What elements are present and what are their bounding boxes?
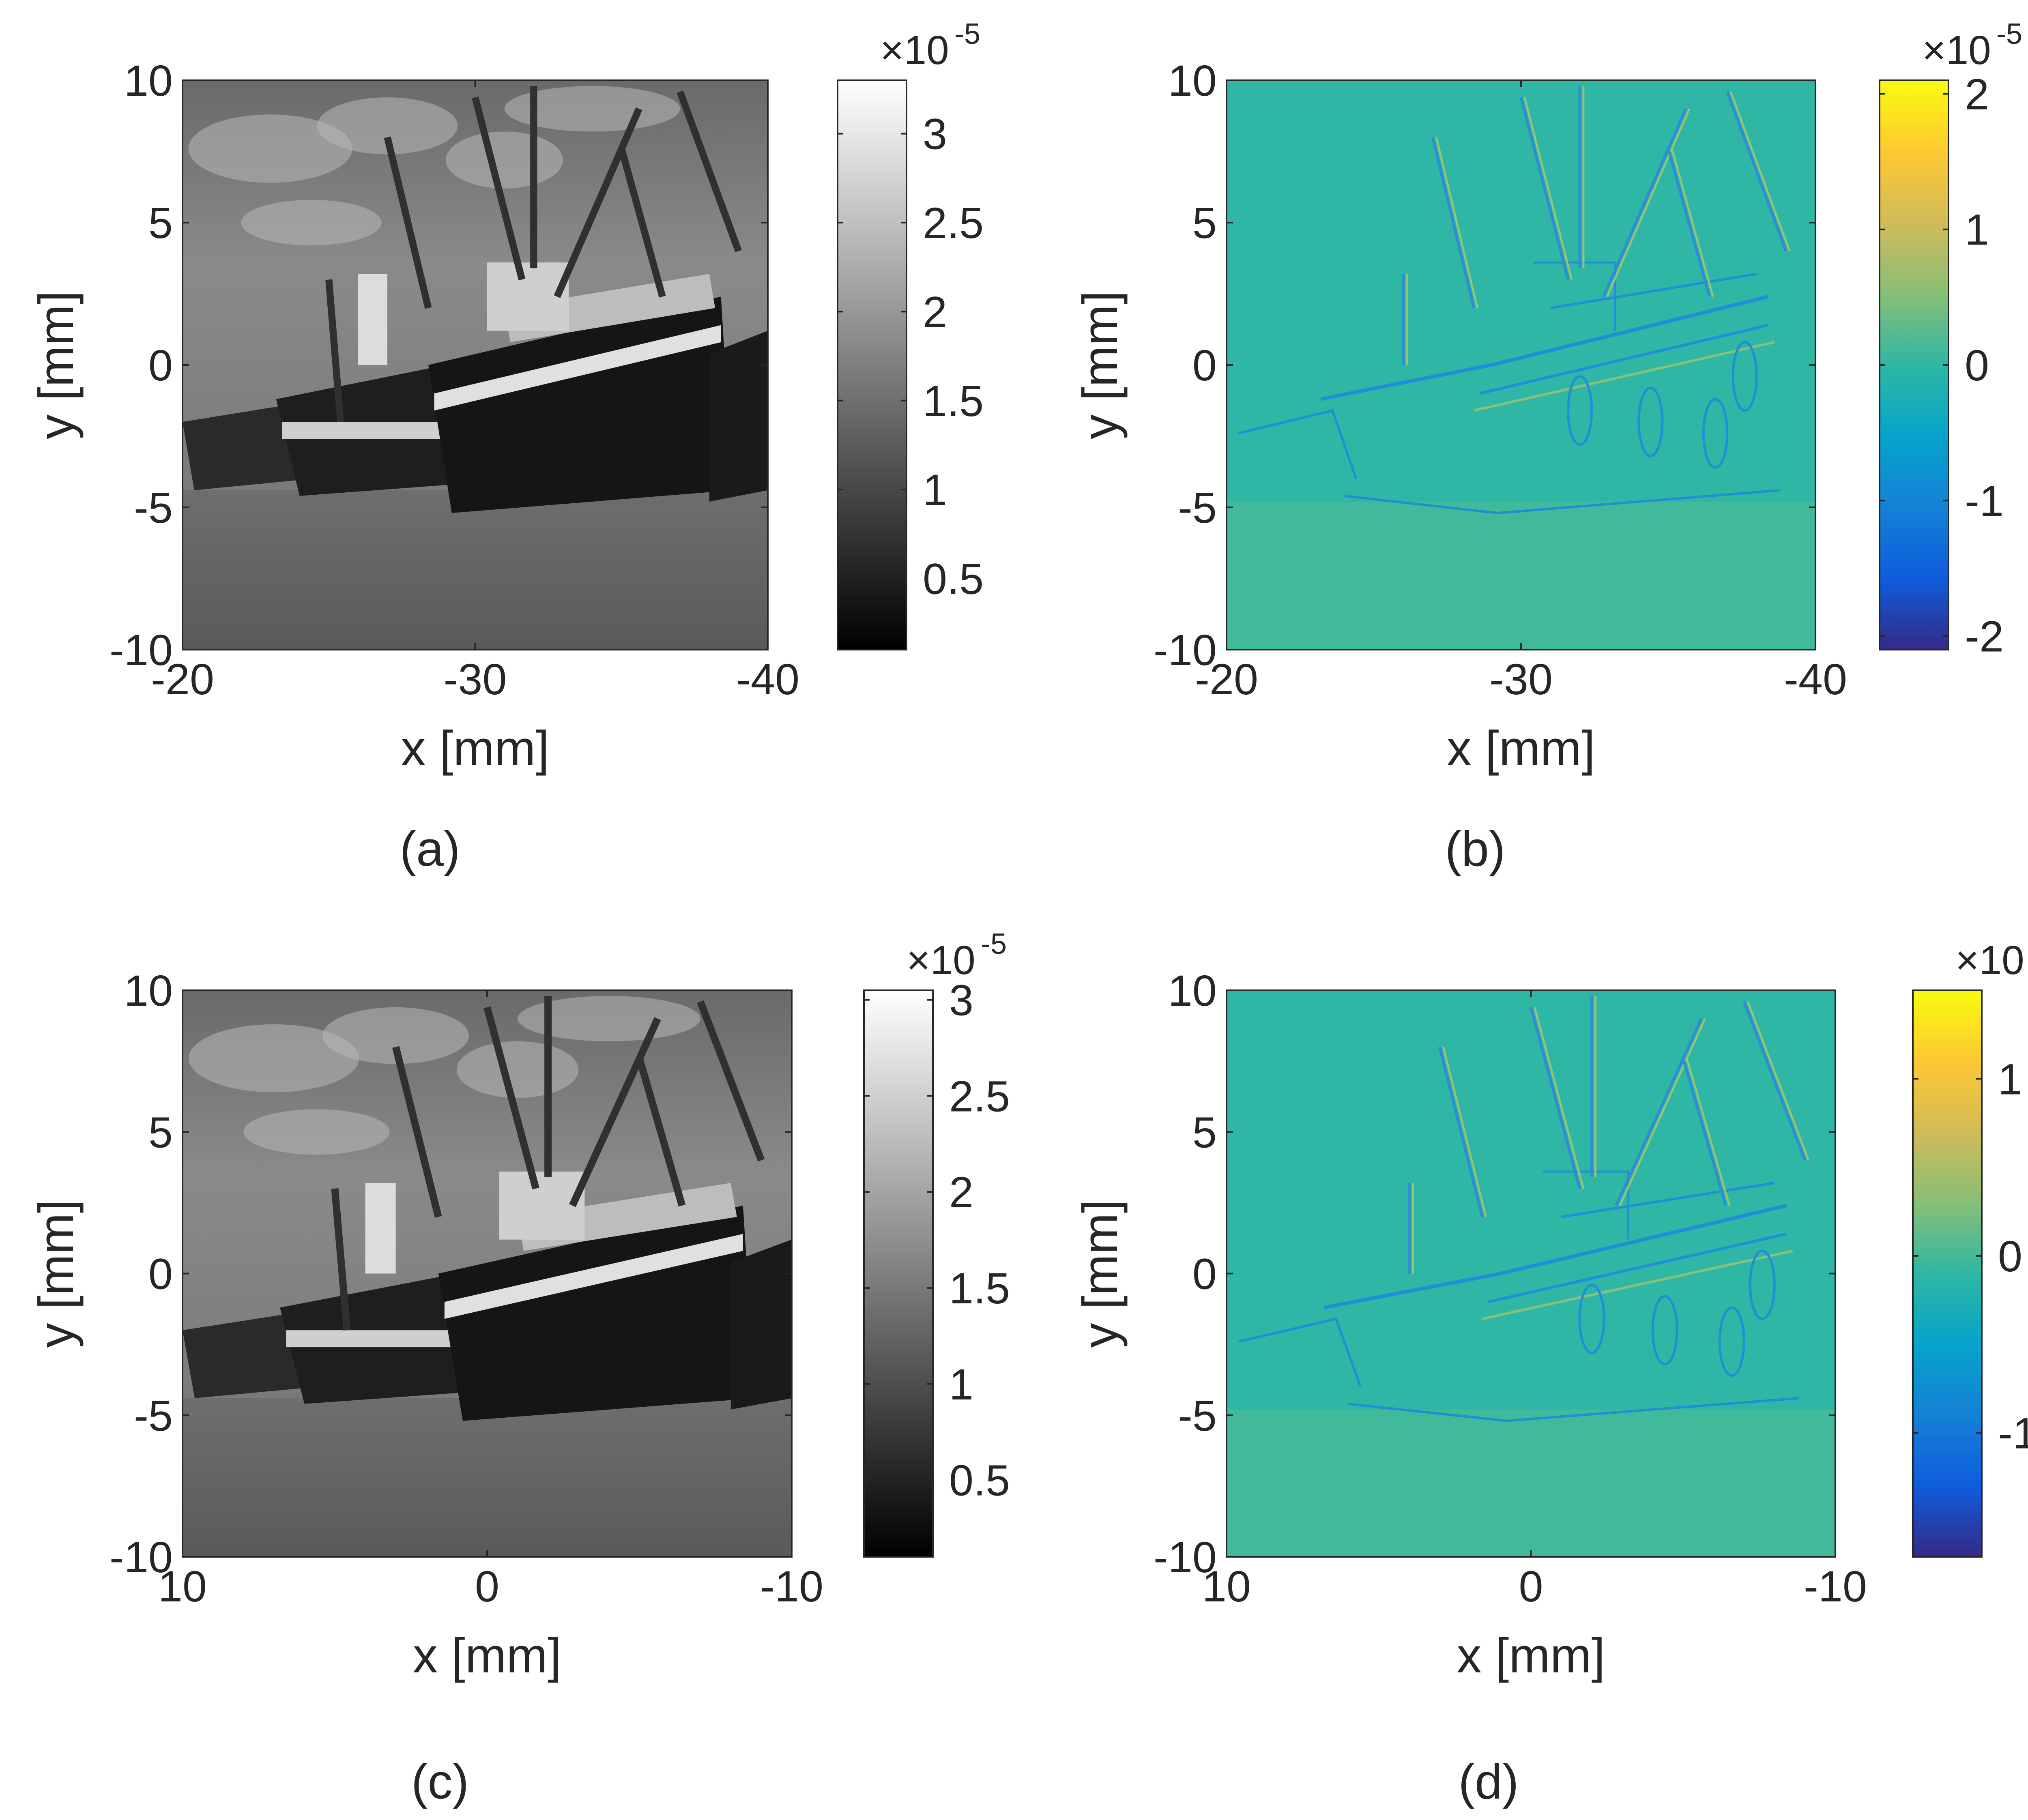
y-axis-label: y [mm] [1072, 291, 1128, 439]
x-tick-label: -30 [443, 655, 507, 704]
x-tick-label: 10 [158, 1562, 207, 1611]
y-tick-label: -10 [110, 625, 173, 674]
y-tick-label: 10 [1168, 966, 1217, 1015]
image-content [1227, 80, 1815, 650]
colorbar-tick-label: 1 [949, 1360, 973, 1409]
colorbar-tick-label: -1 [1965, 476, 2004, 525]
colorbar-exponent: -5 [981, 928, 1007, 960]
colorbar-tick-label: 0 [1965, 341, 1989, 390]
colorbar-tick-label: 3 [949, 976, 973, 1025]
colorbar-gradient [837, 79, 907, 650]
y-axis-label: y [mm] [1072, 1200, 1128, 1348]
colorbar-exponent: -5 [954, 18, 980, 50]
colorbar-tick-label: 1.5 [923, 376, 984, 425]
y-tick-label: 0 [148, 341, 173, 390]
panel-c: 10 0 -10 -10 -5 0 5 10 x [mm] y [mm] (c) 0.5 1 1.5 2 2.… [28, 928, 1010, 1809]
x-tick-label: 0 [1519, 1562, 1543, 1611]
x-axis-label: x [mm] [401, 721, 550, 776]
colorbar: -101×10-5 [1912, 938, 2028, 1558]
x-tick-label: -40 [1784, 655, 1847, 704]
x-axis-label: x [mm] [1447, 721, 1595, 776]
y-tick-label: 0 [1192, 341, 1217, 390]
image-content [183, 80, 768, 650]
y-tick-label: -10 [1154, 625, 1217, 674]
colorbar-gradient [863, 989, 934, 1558]
y-tick-label: -5 [1178, 483, 1217, 532]
y-tick-label: 5 [148, 1107, 173, 1157]
colorbar-tick-label: 2 [1965, 69, 1989, 118]
colorbar: -2 -1 0 1 2×10 -5 [1879, 18, 2022, 661]
colorbar-tick-label: 3 [923, 109, 947, 159]
x-axis-label: x [mm] [1457, 1628, 1605, 1683]
x-tick-label: -40 [736, 655, 799, 704]
y-tick-label: 0 [148, 1249, 173, 1298]
colorbar-tick-label: 1 [1998, 1054, 2022, 1103]
x-tick-label: -10 [760, 1562, 823, 1611]
colorbar-multiplier: ×10 [880, 28, 949, 73]
colorbar-tick-label: -2 [1965, 612, 2004, 661]
panel-a: -20 -30 -40 -10 -5 0 5 10 x [mm] y [mm] (a) 0.5 1 1.5… [28, 18, 984, 876]
x-tick-label: -20 [151, 655, 214, 704]
colorbar: 0.5 1 1.5 2 2.5 3×10 -5 [863, 928, 1010, 1558]
x-axis-label: x [mm] [413, 1628, 561, 1683]
x-tick-label: -30 [1489, 655, 1553, 704]
panel-caption: (c) [411, 1754, 469, 1809]
y-tick-label: -5 [1178, 1391, 1217, 1440]
y-tick-label: 10 [124, 56, 173, 105]
y-tick-label: -5 [134, 483, 173, 532]
y-tick-label: -10 [110, 1532, 173, 1582]
y-tick-label: 5 [148, 198, 173, 247]
y-tick-label: 0 [1192, 1249, 1217, 1298]
y-tick-label: -5 [134, 1391, 173, 1440]
colorbar-tick-label: 2.5 [923, 198, 984, 247]
y-tick-label: 10 [1168, 56, 1217, 105]
y-tick-label: -10 [1154, 1532, 1217, 1582]
x-tick-label: -20 [1195, 655, 1258, 704]
colorbar-tick-label: 2 [923, 287, 947, 336]
y-tick-label: 10 [124, 966, 173, 1015]
colorbar-tick-label: 0.5 [949, 1456, 1010, 1505]
panel-caption: (b) [1445, 821, 1505, 876]
x-tick-label: 10 [1202, 1562, 1251, 1611]
colorbar-multiplier: ×10 [1922, 28, 1991, 73]
colorbar-multiplier: ×10 [1955, 938, 2024, 983]
colorbar-tick-label: 2.5 [949, 1071, 1010, 1120]
image-content [183, 990, 792, 1557]
colorbar-gradient [1879, 79, 1949, 650]
y-tick-label: 5 [1192, 1107, 1217, 1157]
colorbar-tick-label: 0.5 [923, 554, 984, 603]
colorbar-tick-label: 0 [1998, 1232, 2022, 1281]
colorbar-tick-label: 1 [923, 465, 947, 514]
y-tick-label: 5 [1192, 198, 1217, 247]
colorbar-multiplier: ×10 [907, 938, 975, 983]
colorbar-tick-label: 1 [1965, 205, 1989, 254]
x-tick-label: -10 [1804, 1562, 1867, 1611]
panel-caption: (d) [1458, 1754, 1519, 1809]
colorbar: 0.5 1 1.5 2 2.5 3 ×10 -5 [837, 18, 984, 650]
y-axis-label: y [mm] [28, 291, 84, 439]
y-axis-label: y [mm] [28, 1200, 84, 1348]
x-tick-label: 0 [475, 1562, 499, 1611]
colorbar-exponent: -5 [1996, 18, 2022, 50]
panel-caption: (a) [400, 821, 460, 876]
colorbar-tick-label: 1.5 [949, 1264, 1010, 1313]
colorbar-tick-label: -1 [1998, 1408, 2028, 1457]
colorbar-tick-label: 2 [949, 1168, 973, 1217]
colorbar-gradient [1912, 989, 1983, 1558]
image-content [1227, 990, 1835, 1557]
